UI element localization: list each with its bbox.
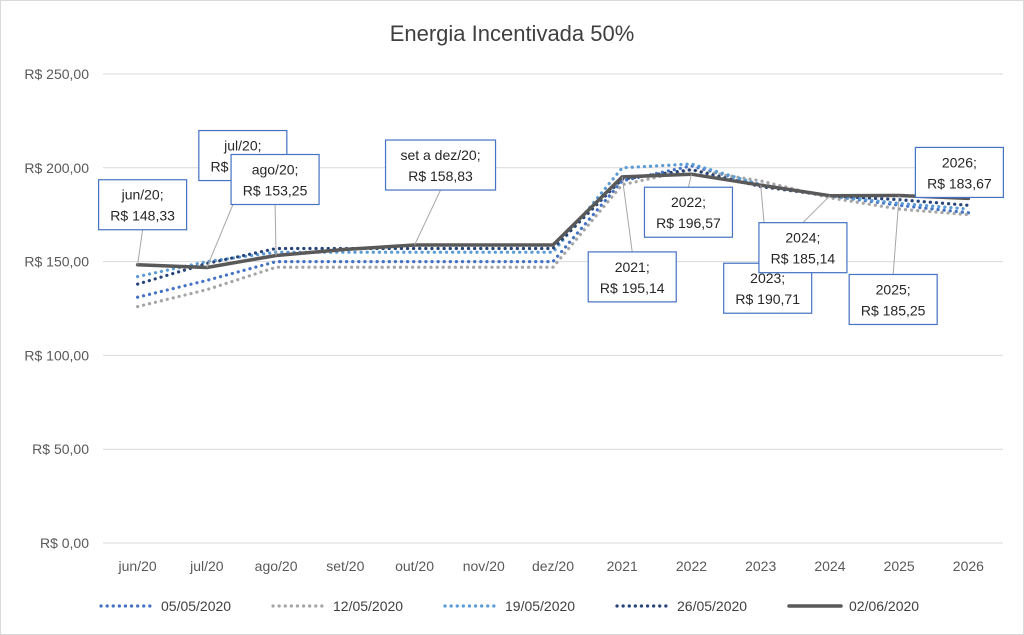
x-tick-label: 2026: [953, 558, 984, 574]
callout-leader: [687, 174, 692, 188]
callout-label: jul/20;: [223, 138, 261, 154]
callout-leader: [414, 189, 441, 246]
series-line-2: [136, 168, 971, 309]
callout-label: 2024;: [785, 230, 820, 246]
callout-label: jun/20;: [121, 187, 164, 203]
data-callout: 2026; R$ 183,67: [914, 146, 1004, 199]
callout-box: [643, 186, 734, 238]
x-axis-ticks: jun/20 jul/20 ago/20 set/20 out/20 nov/20 dez/…: [118, 558, 985, 574]
x-tick-label: out/20: [395, 558, 434, 574]
data-callout: 2021; R$ 195,14: [587, 176, 677, 303]
callout-value: R$ 153,25: [243, 183, 308, 199]
data-callout: ago/20; R$ 153,25: [230, 153, 320, 256]
chart-title: Energia Incentivada 50%: [390, 21, 635, 46]
callout-label: 2026;: [942, 154, 977, 170]
callout-box: [758, 222, 848, 274]
x-tick-label: ago/20: [255, 558, 298, 574]
callout-value: R$ 185,14: [771, 251, 836, 267]
callout-value: R$ 185,25: [861, 302, 926, 318]
legend-label: 19/05/2020: [505, 598, 575, 614]
data-callout: 2025; R$ 185,25: [848, 195, 938, 326]
callout-label: 2023;: [750, 270, 785, 286]
x-tick-label: dez/20: [532, 558, 574, 574]
y-axis-ticks: R$ 0,00 R$ 50,00 R$ 100,00 R$ 150,00 R$ 200,…: [24, 66, 89, 551]
callout-label: ago/20;: [252, 162, 299, 178]
x-tick-label: 2021: [607, 558, 638, 574]
legend-label: 12/05/2020: [333, 598, 403, 614]
x-tick-label: set/20: [326, 558, 364, 574]
legend-label: 02/06/2020: [849, 598, 919, 614]
y-tick-label: R$ 0,00: [40, 535, 89, 551]
callout-box: [914, 146, 1004, 199]
callout-box: [98, 179, 188, 231]
callout-label: 2025;: [876, 281, 911, 297]
x-tick-label: 2022: [676, 558, 707, 574]
callout-leader: [274, 204, 277, 256]
callout-value: R$ 183,67: [927, 175, 992, 191]
callout-box: [587, 251, 677, 303]
callout-leader: [137, 229, 144, 265]
data-callout: 2022; R$ 196,57: [643, 174, 734, 238]
callout-leader: [802, 195, 831, 224]
y-tick-label: R$ 150,00: [24, 254, 89, 270]
data-callout: jun/20; R$ 148,33: [98, 179, 188, 265]
callout-label: 2022;: [671, 194, 706, 210]
callout-value: R$ 158,83: [408, 168, 473, 184]
callout-leader: [892, 195, 900, 275]
x-tick-label: jun/20: [118, 558, 157, 574]
legend-label: 05/05/2020: [161, 598, 231, 614]
series-line-4: [136, 168, 971, 286]
callout-leader: [621, 176, 633, 252]
callout-box: [230, 153, 320, 206]
legend: 05/05/2020 12/05/2020 19/05/2020 26/05/2020…: [99, 598, 919, 614]
callout-value: R$ 196,57: [656, 215, 721, 231]
callout-value: R$ 195,14: [600, 280, 665, 296]
y-tick-label: R$ 200,00: [24, 160, 89, 176]
y-tick-label: R$ 100,00: [24, 347, 89, 363]
x-tick-label: 2023: [745, 558, 776, 574]
callout-box: [848, 273, 938, 326]
callout-label: set a dez/20;: [400, 147, 480, 163]
callout-box: [384, 139, 497, 191]
x-tick-label: jul/20: [189, 558, 224, 574]
y-tick-label: R$ 250,00: [24, 66, 89, 82]
data-callout: set a dez/20; R$ 158,83: [384, 139, 497, 246]
callout-value: R$ 148,33: [110, 208, 175, 224]
data-callout: 2024; R$ 185,14: [758, 195, 848, 274]
callout-label: 2021;: [615, 259, 650, 275]
callout-value: R$ 190,71: [735, 291, 800, 307]
legend-label: 26/05/2020: [677, 598, 747, 614]
y-tick-label: R$ 50,00: [32, 441, 89, 457]
x-tick-label: 2025: [884, 558, 915, 574]
x-tick-label: nov/20: [463, 558, 505, 574]
x-tick-label: 2024: [814, 558, 845, 574]
